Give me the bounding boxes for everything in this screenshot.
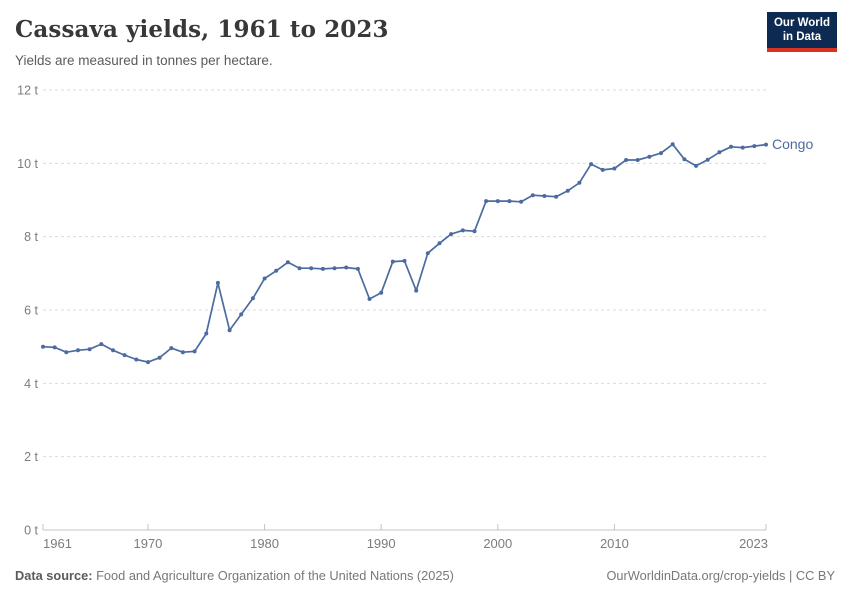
data-point[interactable] bbox=[111, 348, 115, 353]
x-axis-tick-label: 1990 bbox=[367, 536, 396, 551]
data-point[interactable] bbox=[425, 251, 430, 256]
data-point[interactable] bbox=[647, 154, 652, 159]
data-point[interactable] bbox=[705, 157, 710, 162]
data-point[interactable] bbox=[402, 258, 407, 263]
data-point[interactable] bbox=[554, 194, 559, 199]
data-point[interactable] bbox=[180, 350, 185, 355]
data-point[interactable] bbox=[530, 193, 535, 198]
data-point[interactable] bbox=[285, 260, 290, 265]
data-point[interactable] bbox=[589, 162, 594, 167]
data-point[interactable] bbox=[390, 259, 395, 264]
data-point[interactable] bbox=[624, 158, 629, 162]
data-point[interactable] bbox=[76, 348, 80, 353]
data-point[interactable] bbox=[274, 268, 279, 273]
data-point[interactable] bbox=[134, 357, 139, 362]
data-point[interactable] bbox=[146, 360, 150, 365]
chart-footer: Data source: Food and Agriculture Organi… bbox=[0, 568, 850, 583]
data-point[interactable] bbox=[752, 144, 757, 149]
data-point[interactable] bbox=[729, 144, 733, 149]
data-point[interactable] bbox=[437, 241, 442, 246]
data-point[interactable] bbox=[740, 145, 745, 150]
data-point[interactable] bbox=[250, 296, 255, 301]
data-point[interactable] bbox=[484, 199, 489, 204]
data-point[interactable] bbox=[320, 266, 325, 271]
data-point[interactable] bbox=[414, 288, 419, 293]
data-point[interactable] bbox=[99, 342, 104, 347]
y-axis-tick-label: 10 t bbox=[17, 157, 38, 171]
data-point[interactable] bbox=[355, 266, 360, 271]
owid-logo-line1: Our World bbox=[773, 17, 830, 29]
data-point[interactable] bbox=[495, 199, 500, 204]
data-point[interactable] bbox=[600, 167, 605, 172]
data-point[interactable] bbox=[565, 188, 570, 193]
data-point[interactable] bbox=[577, 180, 582, 185]
owid-logo-line2: in Data bbox=[782, 30, 822, 43]
data-point[interactable] bbox=[239, 312, 244, 317]
data-point[interactable] bbox=[157, 355, 162, 360]
data-point[interactable] bbox=[122, 353, 127, 358]
data-point[interactable] bbox=[227, 328, 232, 333]
x-axis-tick-label: 2023 bbox=[739, 536, 768, 551]
y-axis-tick-label: 4 t bbox=[24, 377, 38, 391]
x-axis-tick-label: 1970 bbox=[133, 536, 162, 551]
chart-title: Cassava yields, 1961 to 2023 bbox=[15, 16, 389, 43]
data-point[interactable] bbox=[460, 228, 465, 233]
data-point[interactable] bbox=[682, 157, 687, 162]
y-axis-tick-label: 6 t bbox=[24, 304, 38, 318]
data-point[interactable] bbox=[367, 297, 372, 301]
trend-line bbox=[42, 143, 767, 363]
series-end-label[interactable]: Congo bbox=[772, 136, 813, 152]
data-point[interactable] bbox=[694, 163, 698, 168]
data-point[interactable] bbox=[717, 150, 722, 155]
data-point[interactable] bbox=[379, 290, 384, 295]
data-point[interactable] bbox=[332, 266, 337, 271]
data-point[interactable] bbox=[659, 151, 663, 156]
x-axis-tick-label: 2000 bbox=[483, 536, 512, 551]
owid-logo[interactable]: Our World in Data bbox=[766, 12, 837, 52]
data-point[interactable] bbox=[64, 350, 69, 355]
credit-link[interactable]: OurWorldinData.org/crop-yields | CC BY bbox=[606, 568, 835, 583]
data-point[interactable] bbox=[204, 331, 209, 336]
data-source: Data source: Food and Agriculture Organi… bbox=[15, 568, 454, 583]
data-point[interactable] bbox=[542, 194, 547, 198]
data-point[interactable] bbox=[41, 344, 45, 349]
data-point[interactable] bbox=[519, 199, 524, 204]
data-point[interactable] bbox=[344, 265, 349, 270]
data-point[interactable] bbox=[670, 142, 675, 147]
y-axis-tick-label: 0 t bbox=[24, 524, 38, 538]
data-point[interactable] bbox=[169, 346, 174, 351]
data-point[interactable] bbox=[262, 276, 267, 281]
data-point[interactable] bbox=[297, 266, 302, 271]
data-point[interactable] bbox=[309, 266, 314, 271]
data-point[interactable] bbox=[52, 345, 57, 350]
data-point[interactable] bbox=[87, 347, 92, 352]
y-axis-tick-label: 2 t bbox=[24, 450, 38, 464]
data-point[interactable] bbox=[472, 229, 477, 234]
data-point[interactable] bbox=[764, 142, 768, 147]
y-axis-tick-label: 8 t bbox=[24, 230, 38, 244]
chart-subtitle: Yields are measured in tonnes per hectar… bbox=[15, 53, 273, 68]
cassava-yields-line-chart[interactable]: 0 t 2 t 4 t 6 t 8 t 10 t 12 t 1961 1970 1980 1990 2… bbox=[0, 0, 850, 560]
data-point[interactable] bbox=[507, 199, 512, 204]
data-point[interactable] bbox=[192, 349, 197, 354]
x-axis-tick-label: 1961 bbox=[43, 536, 72, 551]
data-source-text: Food and Agriculture Organization of the… bbox=[96, 568, 454, 583]
data-point[interactable] bbox=[449, 232, 454, 237]
x-axis-tick-label: 1980 bbox=[250, 536, 279, 551]
data-point[interactable] bbox=[635, 158, 640, 162]
data-source-label: Data source: bbox=[15, 568, 93, 583]
data-point[interactable] bbox=[215, 280, 220, 285]
x-axis-tick-label: 2010 bbox=[600, 536, 629, 551]
y-axis-tick-label: 12 t bbox=[17, 84, 38, 98]
data-point[interactable] bbox=[612, 166, 617, 171]
